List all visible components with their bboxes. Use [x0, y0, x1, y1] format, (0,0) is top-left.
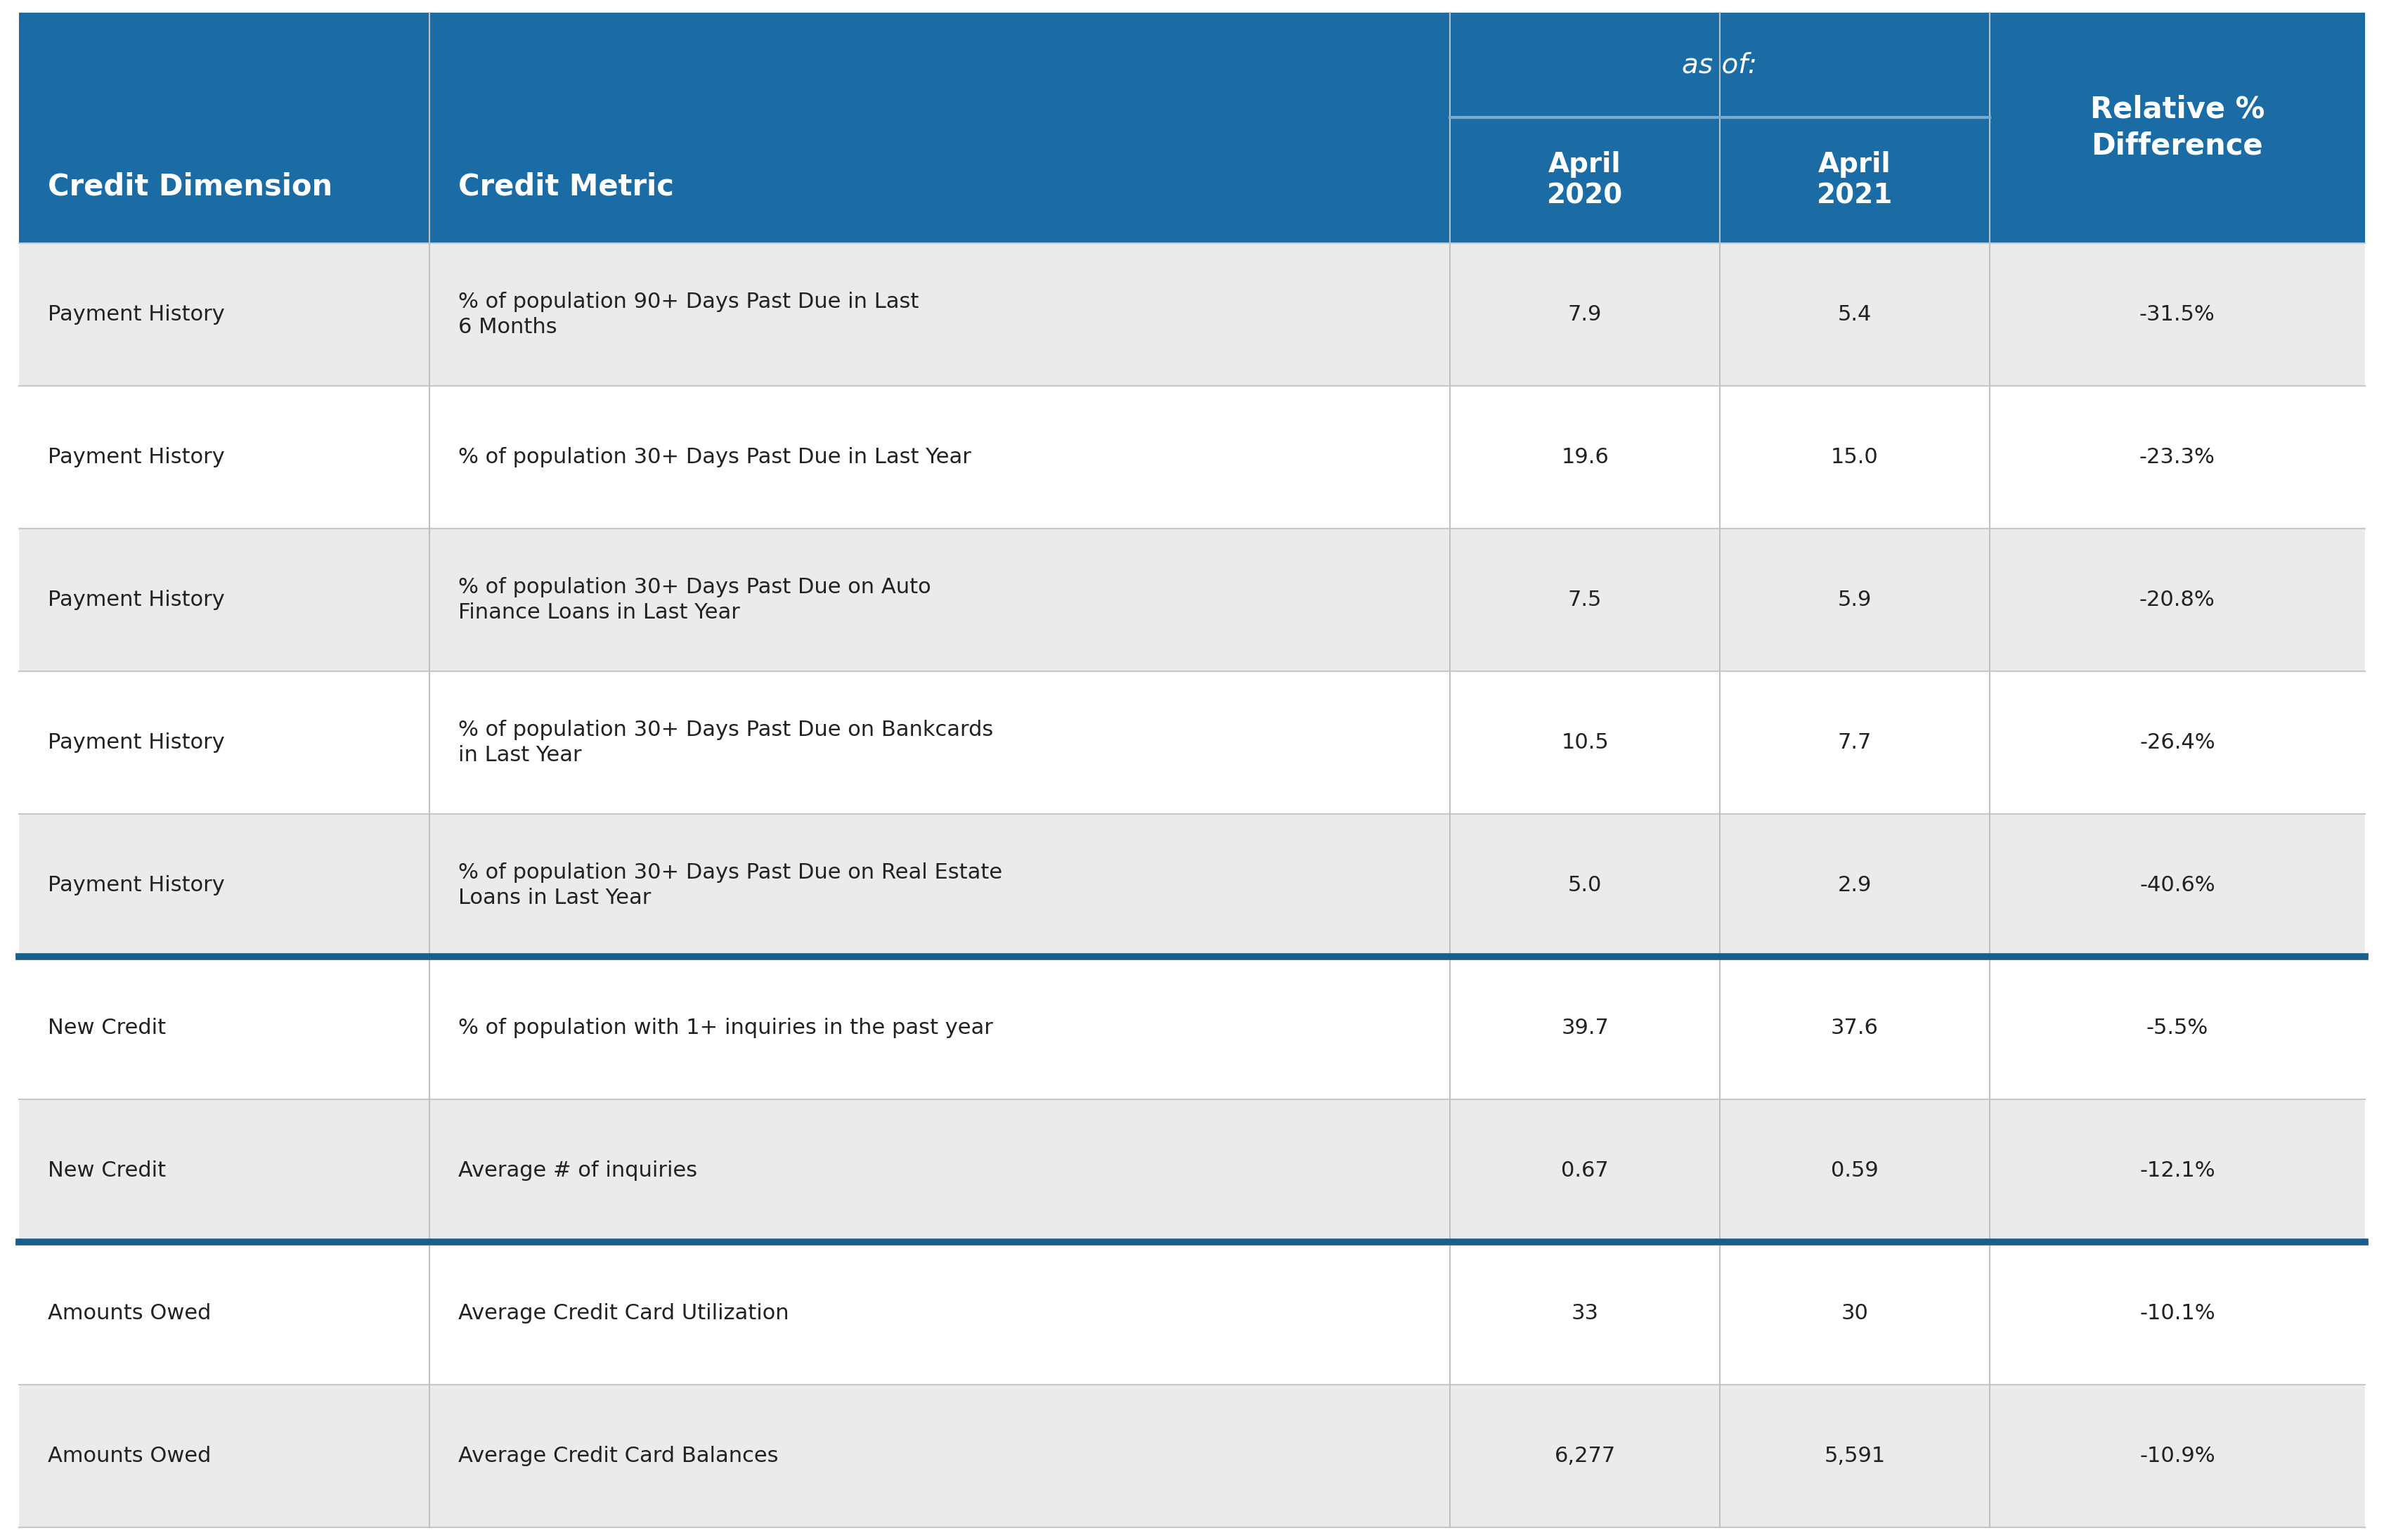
Text: Payment History: Payment History	[48, 590, 224, 610]
Text: 0.67: 0.67	[1562, 1161, 1609, 1181]
Text: New Credit: New Credit	[48, 1018, 167, 1038]
Text: 5.9: 5.9	[1838, 590, 1871, 610]
Text: Amounts Owed: Amounts Owed	[48, 1303, 212, 1324]
Text: 7.9: 7.9	[1569, 305, 1602, 325]
Bar	[19, 956, 2365, 1100]
Text: 30: 30	[1840, 1303, 1869, 1324]
Text: Average Credit Card Balances: Average Credit Card Balances	[458, 1446, 777, 1466]
Text: Credit Metric: Credit Metric	[458, 172, 675, 202]
Text: -40.6%: -40.6%	[2138, 875, 2215, 896]
Text: % of population with 1+ inquiries in the past year: % of population with 1+ inquiries in the…	[458, 1018, 994, 1038]
Text: New Credit: New Credit	[48, 1161, 167, 1181]
Text: as of:: as of:	[1683, 51, 1757, 79]
Text: April
2021: April 2021	[1817, 151, 1893, 209]
Text: 39.7: 39.7	[1562, 1018, 1609, 1038]
Text: 0.59: 0.59	[1831, 1161, 1879, 1181]
Text: % of population 30+ Days Past Due in Last Year: % of population 30+ Days Past Due in Las…	[458, 447, 970, 468]
Text: 6,277: 6,277	[1554, 1446, 1616, 1466]
Text: 33: 33	[1571, 1303, 1600, 1324]
Text: Payment History: Payment History	[48, 447, 224, 468]
Text: Amounts Owed: Amounts Owed	[48, 1446, 212, 1466]
Text: -5.5%: -5.5%	[2146, 1018, 2208, 1038]
Text: Payment History: Payment History	[48, 305, 224, 325]
Text: Payment History: Payment History	[48, 875, 224, 896]
Bar	[19, 1100, 2365, 1243]
Bar	[19, 387, 2365, 528]
Text: April
2020: April 2020	[1547, 151, 1624, 209]
Text: % of population 30+ Days Past Due on Bankcards
in Last Year: % of population 30+ Days Past Due on Ban…	[458, 721, 994, 765]
Text: 5,591: 5,591	[1824, 1446, 1886, 1466]
Text: 37.6: 37.6	[1831, 1018, 1879, 1038]
Bar	[19, 528, 2365, 671]
Text: Average Credit Card Utilization: Average Credit Card Utilization	[458, 1303, 789, 1324]
Text: 7.5: 7.5	[1569, 590, 1602, 610]
Text: Average # of inquiries: Average # of inquiries	[458, 1161, 696, 1181]
Bar	[19, 243, 2365, 387]
Text: % of population 30+ Days Past Due on Real Estate
Loans in Last Year: % of population 30+ Days Past Due on Rea…	[458, 862, 1001, 909]
Text: -31.5%: -31.5%	[2138, 305, 2215, 325]
Text: Relative %
Difference: Relative % Difference	[2091, 95, 2265, 160]
Text: -26.4%: -26.4%	[2138, 733, 2215, 753]
Text: Payment History: Payment History	[48, 733, 224, 753]
Text: Credit Dimension: Credit Dimension	[48, 172, 331, 202]
Bar	[19, 671, 2365, 815]
Bar	[19, 12, 2365, 243]
Text: 5.4: 5.4	[1838, 305, 1871, 325]
Text: 5.0: 5.0	[1569, 875, 1602, 896]
Bar	[19, 1243, 2365, 1384]
Text: % of population 90+ Days Past Due in Last
6 Months: % of population 90+ Days Past Due in Las…	[458, 293, 918, 337]
Text: % of population 30+ Days Past Due on Auto
Finance Loans in Last Year: % of population 30+ Days Past Due on Aut…	[458, 578, 930, 622]
Text: 7.7: 7.7	[1838, 733, 1871, 753]
Text: -20.8%: -20.8%	[2138, 590, 2215, 610]
Text: 2.9: 2.9	[1838, 875, 1871, 896]
Bar	[19, 815, 2365, 956]
Text: 15.0: 15.0	[1831, 447, 1879, 468]
Text: 10.5: 10.5	[1562, 733, 1609, 753]
Text: -10.1%: -10.1%	[2138, 1303, 2215, 1324]
Text: -23.3%: -23.3%	[2138, 447, 2215, 468]
Text: -10.9%: -10.9%	[2138, 1446, 2215, 1466]
Text: 19.6: 19.6	[1562, 447, 1609, 468]
Bar	[19, 1384, 2365, 1528]
Text: -12.1%: -12.1%	[2138, 1161, 2215, 1181]
